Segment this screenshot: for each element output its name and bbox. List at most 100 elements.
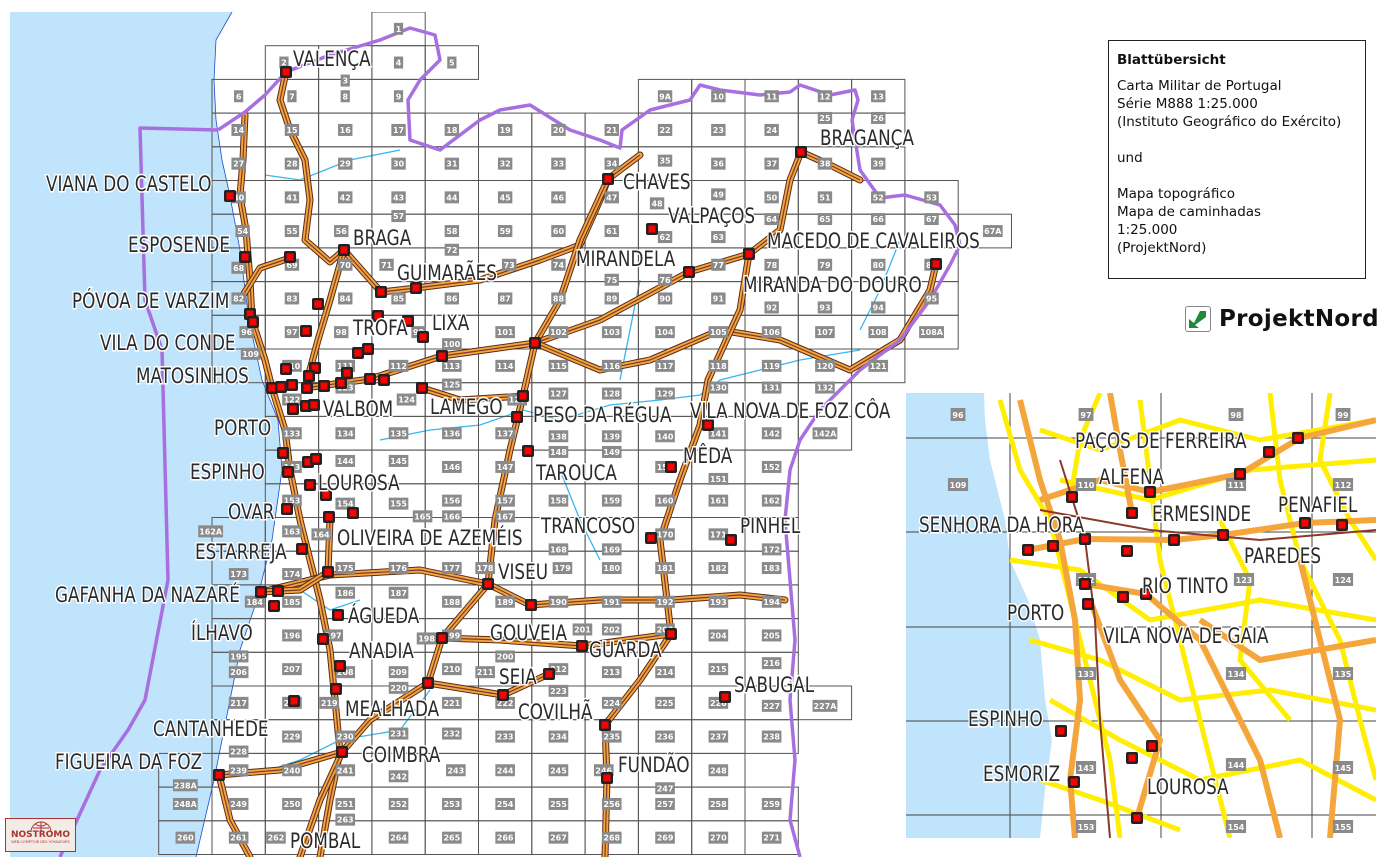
- sheet-label-bg: [391, 292, 406, 305]
- sheet-label-bg: [548, 387, 569, 400]
- town-marker-fill: [1049, 542, 1057, 550]
- sheet-label: 63: [711, 231, 726, 244]
- sheet-label: 59: [497, 225, 513, 238]
- sheet-number: 156: [443, 497, 460, 506]
- town-label: BRAGANÇA: [820, 126, 914, 150]
- sheet-label: 192: [655, 595, 675, 608]
- sheet-label: 207: [282, 663, 302, 676]
- sheet-label: 196: [282, 629, 302, 642]
- sheet-label-bg: [495, 730, 515, 743]
- sheet-label-bg: [548, 445, 569, 458]
- sheet-number: 238: [763, 733, 780, 742]
- sheet-label: 213: [601, 666, 622, 679]
- nostromo-watermark: NOSTROMO WEB-COMPTOIR DES VOYAGEURS: [5, 818, 76, 852]
- sheet-label-bg: [604, 123, 619, 136]
- sheet-label: 174: [282, 568, 302, 581]
- sheet-number: 110: [284, 362, 301, 371]
- town-marker-fill: [1057, 727, 1065, 735]
- sheet-number: 167: [497, 512, 514, 521]
- sheet-label-bg: [601, 623, 622, 636]
- sheet-number: 47: [606, 193, 617, 202]
- sheet-label: 210: [442, 663, 462, 676]
- sheet-label-bg: [391, 191, 406, 204]
- sheet-label-bg: [284, 326, 300, 339]
- sheet-number: 31: [446, 160, 458, 169]
- sheet-label: 97: [284, 326, 300, 339]
- sheet-label-bg: [388, 359, 409, 372]
- sheet-label: 137: [495, 427, 515, 440]
- inset-minor-road: [1048, 697, 1376, 803]
- sheet-label: 193: [708, 595, 729, 608]
- sheet-label: 251: [335, 797, 356, 810]
- sheet-number: 12: [819, 92, 830, 101]
- sheet-label: 248: [708, 764, 729, 777]
- town-label: VILA NOVA DE FOZ CÔA: [690, 397, 890, 424]
- town-marker-fill: [438, 352, 446, 360]
- river: [264, 149, 401, 181]
- sheet-number: 206: [230, 668, 247, 677]
- town-marker-fill: [283, 505, 291, 513]
- sheet-label: 140: [655, 430, 675, 443]
- sheet-label: 217: [228, 696, 249, 709]
- sheet-label-bg: [601, 831, 622, 844]
- sheet-label: 269: [655, 831, 675, 844]
- sheet-number: 249: [230, 800, 247, 809]
- inset-main-road: [1027, 517, 1376, 553]
- sheet-number: 108A: [920, 328, 944, 337]
- sheet-label-bg: [1233, 573, 1255, 586]
- sheet-label-bg: [657, 292, 673, 305]
- sheet-number: 155: [1335, 823, 1352, 832]
- watermark-tagline: WEB-COMPTOIR DES VOYAGEURS: [11, 840, 70, 844]
- sheet-number: 142: [763, 429, 780, 438]
- inset-sheet-label: 96: [950, 408, 966, 421]
- sheet-label-bg: [601, 562, 622, 575]
- town-marker-fill: [727, 536, 735, 544]
- inset-sheet-label: 98: [1228, 408, 1244, 421]
- sheet-number: 145: [390, 457, 407, 466]
- sheet-label-bg: [1225, 820, 1247, 833]
- sheet-label: 122: [282, 393, 302, 406]
- town-marker-fill: [311, 364, 319, 372]
- sheet-label: 240: [282, 764, 302, 777]
- sheet-label: 268: [601, 831, 622, 844]
- sheet-label-bg: [228, 666, 249, 679]
- sheet-label-bg: [388, 681, 409, 694]
- sheet-label-bg: [548, 831, 569, 844]
- sheet-label-bg: [761, 730, 782, 743]
- sheet-label: 145: [388, 454, 409, 467]
- inset-town-label: VILA NOVA DE GAIA: [1103, 624, 1268, 648]
- town-label: TRANCOSO: [540, 514, 635, 538]
- town-label: FUNDÃO: [618, 752, 690, 777]
- sheet-number: 205: [763, 631, 780, 640]
- sheet-number: 96: [952, 411, 964, 420]
- inset-town-label: LOUROSA: [1147, 775, 1229, 799]
- sheet-label-bg: [412, 510, 433, 523]
- sheet-number: 174: [284, 570, 301, 579]
- sheet-label: 94: [871, 301, 886, 314]
- sheet-number: 39: [873, 160, 885, 169]
- town-marker-fill: [1301, 519, 1309, 527]
- town-label: TAROUCA: [535, 461, 617, 485]
- sheet-number: 242: [390, 772, 407, 781]
- sheet-label: 66: [871, 213, 886, 226]
- town-marker-fill: [1081, 580, 1089, 588]
- sheet-number: 199: [443, 631, 460, 640]
- sheet-label: 151: [708, 472, 729, 485]
- sheet-label-bg: [817, 111, 833, 124]
- sheet-label-bg: [817, 90, 833, 103]
- town-label: MATOSINHOS: [136, 364, 249, 388]
- sheet-label: 195: [228, 650, 249, 663]
- sheet-label: 20: [551, 123, 566, 136]
- maritime-border: [58, 126, 219, 857]
- sheet-label-bg: [1075, 761, 1097, 774]
- sheet-label-bg: [761, 460, 782, 473]
- town-label: MIRANDELA: [576, 247, 675, 271]
- inset-minor-road: [1217, 518, 1292, 722]
- town-marker-fill: [324, 568, 332, 576]
- sheet-number: 83: [286, 294, 297, 303]
- sheet-label-bg: [495, 427, 515, 440]
- sheet-number: 109: [242, 350, 259, 359]
- town-marker-fill: [1133, 814, 1141, 822]
- town-label: MIRANDA DO DOURO: [743, 273, 922, 297]
